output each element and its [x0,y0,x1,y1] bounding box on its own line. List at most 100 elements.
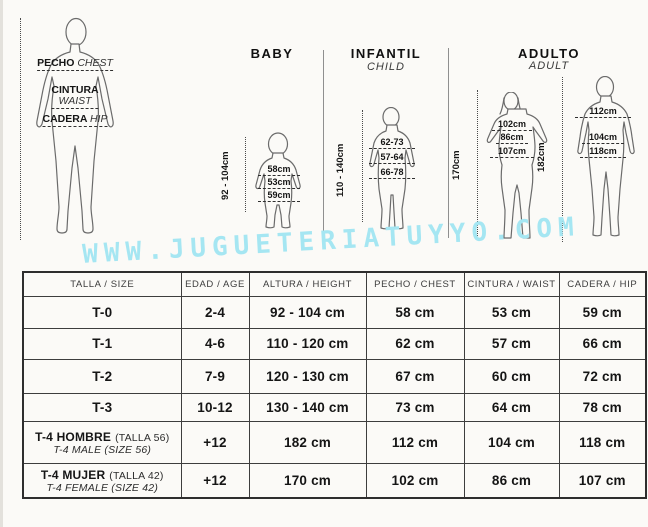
baby-height-range-label: 92 - 104cm [220,151,231,200]
cell-chest: 112 cm [365,420,465,464]
child-section-subtitle: CHILD [366,61,406,73]
cintura-label: CINTURA [51,84,99,96]
child-height-range-label: 110 - 140cm [335,143,346,197]
watermark: WWW.JUGUETERIATUYYO.COM [81,212,581,270]
cell-hip: 59 cm [558,295,647,329]
cell-height: 170 cm [248,462,367,499]
cell-hip: 107 cm [558,462,647,499]
adult-section-subtitle: ADULT [528,60,570,72]
reference-man-figure [36,17,114,234]
cell-age: 4-6 [180,327,250,360]
cell-chest: 62 cm [365,327,465,360]
table-row-t1: T-1 4-6 110 - 120 cm 62 cm 57 cm 66 cm [22,327,647,360]
male-chest-dashed-line [575,117,631,118]
cell-size: T-3 [22,392,182,422]
child-chest-measure: 62-73 [369,137,415,149]
female-height-label: 170cm [451,150,462,180]
waist-label: WAIST [58,95,92,107]
child-hip-dashed-line [369,178,415,179]
male-hip-dashed-line [580,157,626,158]
reference-hip-label: CADERA HIP [42,113,108,127]
cadera-label: CADERA [42,113,88,125]
male-waist-measure: 104cm [582,132,624,144]
male-height-dotted-line [562,77,563,242]
female-chest-dashed-line [492,130,532,131]
cell-height: 110 - 120 cm [248,327,367,360]
cell-size: T-4 MUJER (TALLA 42) T-4 FEMALE (SIZE 42… [22,462,182,499]
altura-height-vertical-label: ALTURA HEIGHT [0,97,3,174]
cell-age: 10-12 [180,392,250,422]
column-header-size: TALLA / SIZE [22,271,182,297]
female-waist-measure: 86cm [496,132,528,144]
cell-height: 92 - 104 cm [248,295,367,329]
female-hip-measure: 107cm [490,146,534,158]
child-chest-dashed-line [369,148,415,149]
baby-waist-measure: 53cm [258,177,300,189]
female-waist-dashed-line [496,143,528,144]
child-hip-measure: 66-78 [369,167,415,179]
baby-waist-dashed-line [258,188,300,189]
infantil-section-title: INFANTIL [350,46,422,61]
cell-size: T-4 HOMBRE (TALLA 56) T-4 MALE (SIZE 56) [22,420,182,464]
table-row-t3: T-3 10-12 130 - 140 cm 73 cm 64 cm 78 cm [22,392,647,422]
baby-chest-measure: 58cm [258,164,300,176]
child-waist-dashed-line [369,163,415,164]
cell-waist: 60 cm [463,358,560,394]
cell-size: T-0 [22,295,182,329]
child-waist-measure: 57-64 [369,152,415,164]
adult-male-figure [577,76,635,237]
cell-size: T-2 [22,358,182,394]
cell-waist: 53 cm [463,295,560,329]
cell-height: 130 - 140 cm [248,392,367,422]
female-height-dotted-line [477,90,478,240]
baby-chest-dashed-line [258,175,300,176]
height-label: HEIGHT [0,97,2,134]
table-row-t4-hombre: T-4 HOMBRE (TALLA 56) T-4 MALE (SIZE 56)… [22,420,647,464]
cell-waist: 104 cm [463,420,560,464]
male-waist-dashed-line [582,143,624,144]
cell-hip: 118 cm [558,420,647,464]
cell-age: +12 [180,420,250,464]
cell-chest: 73 cm [365,392,465,422]
table-row-t4-mujer: T-4 MUJER (TALLA 42) T-4 FEMALE (SIZE 42… [22,462,647,499]
cell-age: +12 [180,462,250,499]
baby-figure [255,132,301,229]
cell-height: 182 cm [248,420,367,464]
cell-age: 7-9 [180,358,250,394]
cell-waist: 86 cm [463,462,560,499]
column-header-age: EDAD / AGE [180,271,250,297]
cell-waist: 57 cm [463,327,560,360]
child-figure [369,107,415,230]
cell-chest: 102 cm [365,462,465,499]
baby-section-title: BABY [250,46,294,61]
cell-waist: 64 cm [463,392,560,422]
hip-label: HIP [89,113,108,125]
female-hip-dashed-line [490,157,534,158]
cell-chest: 58 cm [365,295,465,329]
reference-waist-label: CINTURA WAIST [51,84,99,109]
pecho-label: PECHO [37,57,75,69]
cell-hip: 66 cm [558,327,647,360]
divider-baby-infantil [323,50,324,238]
column-header-chest: PECHO / CHEST [365,271,465,297]
column-header-hip: CADERA / HIP [558,271,647,297]
child-height-dotted-line [362,110,363,222]
adulto-section-title: ADULTO [518,46,580,61]
cell-hip: 78 cm [558,392,647,422]
cell-hip: 72 cm [558,358,647,394]
chest-dashed-line [37,70,113,71]
column-header-height: ALTURA / HEIGHT [248,271,367,297]
height-dotted-line-reference [20,18,21,240]
hip-dashed-line [42,126,108,127]
size-table: TALLA / SIZE EDAD / AGE ALTURA / HEIGHT … [22,271,647,499]
table-row-t2: T-2 7-9 120 - 130 cm 67 cm 60 cm 72 cm [22,358,647,394]
column-header-waist: CINTURA / WAIST [463,271,560,297]
cell-height: 120 - 130 cm [248,358,367,394]
adult-female-figure [486,92,548,239]
baby-hip-dashed-line [258,201,300,202]
male-height-label: 182cm [536,142,547,172]
waist-dashed-line [51,108,99,109]
male-hip-measure: 118cm [580,146,626,158]
altura-label: ALTURA [0,136,2,174]
